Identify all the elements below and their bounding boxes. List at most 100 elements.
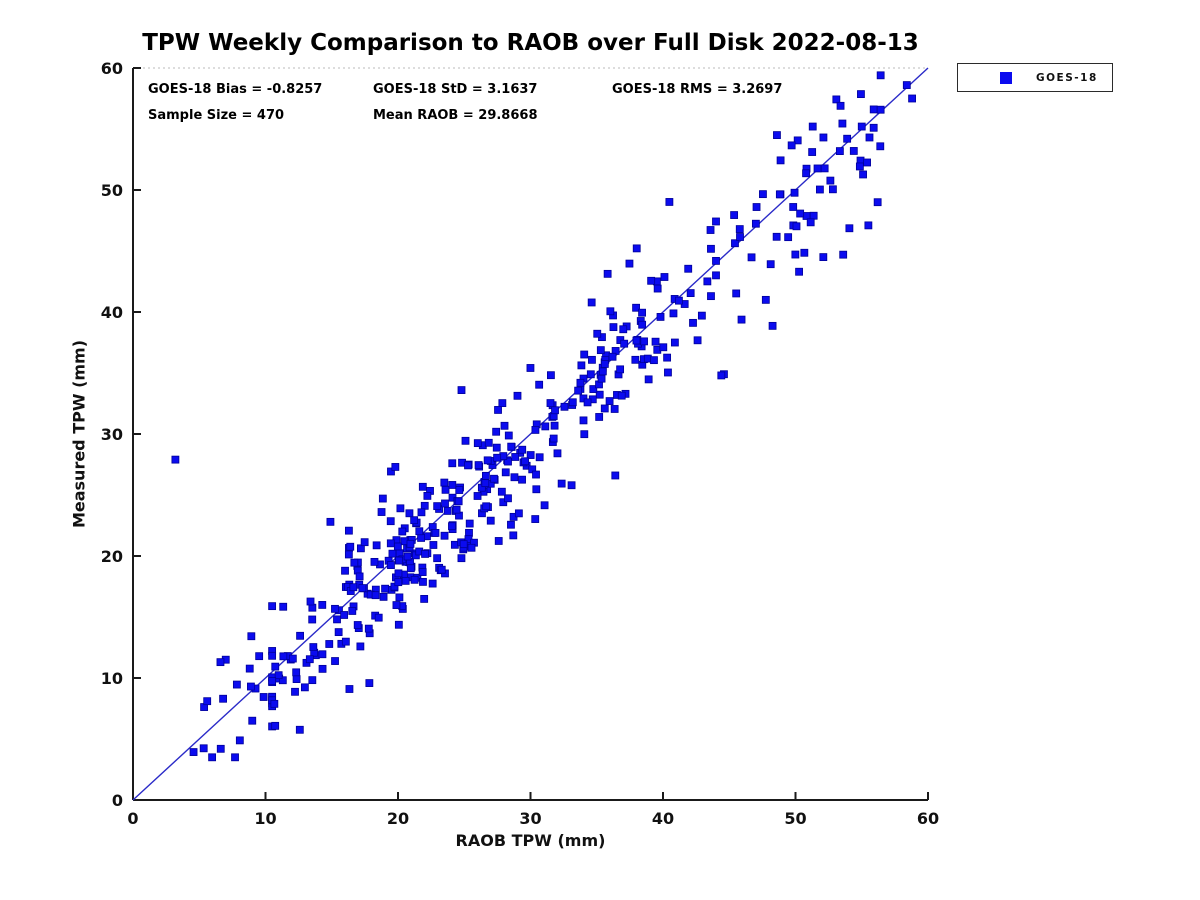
data-point-marker: [235, 736, 244, 745]
data-point-marker: [653, 284, 662, 293]
data-point-marker: [609, 323, 618, 332]
data-point-marker: [857, 122, 866, 131]
axis-ticks: [132, 67, 929, 801]
data-point-marker: [567, 481, 576, 490]
data-point-marker: [809, 211, 818, 220]
data-point-marker: [795, 267, 803, 276]
data-point-marker: [419, 577, 427, 586]
data-point-marker: [813, 164, 822, 173]
data-point-marker: [333, 615, 341, 624]
data-point-marker: [481, 479, 490, 488]
data-point-marker: [341, 566, 349, 575]
data-point-marker: [587, 298, 596, 307]
data-point-marker: [259, 693, 268, 701]
data-point-marker: [857, 90, 865, 99]
data-point-marker: [608, 352, 617, 361]
data-point-marker: [318, 650, 327, 659]
data-point-marker: [247, 682, 255, 691]
y-tick-label: 50: [101, 181, 123, 200]
y-tick-label: 0: [112, 791, 123, 810]
data-point-marker: [345, 685, 354, 693]
data-point-marker: [526, 364, 535, 372]
data-point-marker: [486, 516, 495, 525]
data-point-marker: [836, 101, 845, 110]
data-point-marker: [808, 122, 817, 131]
data-point-marker: [632, 244, 641, 253]
data-point-marker: [189, 748, 198, 756]
stat-sample-size: Sample Size = 470: [148, 108, 285, 123]
data-point-marker: [278, 676, 287, 685]
data-point-marker: [415, 527, 424, 536]
data-point-marker: [245, 664, 254, 673]
data-point-marker: [394, 578, 403, 587]
data-point-marker: [784, 233, 793, 242]
data-point-marker: [386, 539, 395, 548]
data-point-marker: [318, 601, 327, 609]
data-point-marker: [318, 664, 327, 673]
data-point-marker: [448, 459, 457, 468]
data-point-marker: [815, 185, 824, 194]
data-point-marker: [707, 292, 715, 301]
data-point-marker: [518, 475, 526, 484]
data-point-marker: [461, 436, 470, 445]
data-point-marker: [595, 390, 604, 399]
data-point-marker: [394, 620, 403, 629]
data-point-marker: [873, 198, 882, 207]
data-point-marker: [772, 232, 781, 241]
data-point-marker: [787, 141, 796, 150]
data-point-marker: [464, 461, 472, 470]
data-point-marker: [455, 486, 464, 494]
data-point-marker: [433, 502, 442, 511]
data-point-marker: [838, 119, 847, 128]
data-point-marker: [513, 391, 522, 400]
data-point-marker: [675, 296, 683, 305]
data-point-marker: [596, 346, 605, 355]
data-point-marker: [331, 604, 339, 613]
data-point-marker: [356, 642, 365, 651]
data-point-marker: [832, 95, 841, 104]
data-point-marker: [619, 325, 628, 334]
data-point-marker: [493, 453, 502, 462]
data-point-marker: [492, 427, 501, 436]
data-point-marker: [593, 329, 602, 338]
data-point-marker: [441, 499, 449, 508]
data-point-marker: [346, 542, 355, 551]
data-point-marker: [689, 318, 697, 327]
data-point-marker: [876, 105, 885, 114]
data-point-marker: [406, 564, 415, 573]
data-point-marker: [656, 313, 665, 321]
data-point-marker: [448, 481, 457, 489]
data-point-marker: [580, 350, 589, 359]
data-point-marker: [717, 371, 726, 380]
data-point-marker: [300, 683, 309, 692]
data-point-marker: [350, 558, 359, 567]
data-point-marker: [876, 142, 885, 151]
data-point-marker: [372, 541, 381, 550]
data-point-marker: [617, 391, 626, 400]
tick-labels: 0 10 20 30 40 50 60 0 10 20 30 40 50 60: [101, 59, 939, 828]
data-point-marker: [549, 434, 558, 443]
data-point-marker: [344, 526, 353, 535]
data-point-marker: [308, 615, 317, 624]
data-point-marker: [423, 491, 432, 500]
data-point-marker: [498, 399, 507, 408]
data-point-marker: [377, 508, 386, 516]
data-point-marker: [557, 479, 566, 488]
data-point-marker: [452, 505, 461, 514]
data-point-marker: [670, 338, 679, 347]
data-point-marker: [855, 162, 864, 171]
data-point-marker: [483, 456, 492, 465]
stat-mean-raob: Mean RAOB = 29.8668: [373, 108, 538, 123]
data-point-marker: [433, 554, 442, 563]
data-point-marker: [526, 451, 535, 459]
data-point-marker: [203, 697, 212, 706]
data-point-marker: [268, 651, 277, 660]
data-point-marker: [611, 471, 620, 480]
data-point-marker: [686, 289, 695, 298]
data-point-marker: [504, 431, 513, 440]
data-point-marker: [370, 557, 379, 566]
data-point-marker: [835, 147, 844, 155]
data-point-marker: [507, 520, 515, 529]
data-point-marker: [418, 568, 427, 576]
